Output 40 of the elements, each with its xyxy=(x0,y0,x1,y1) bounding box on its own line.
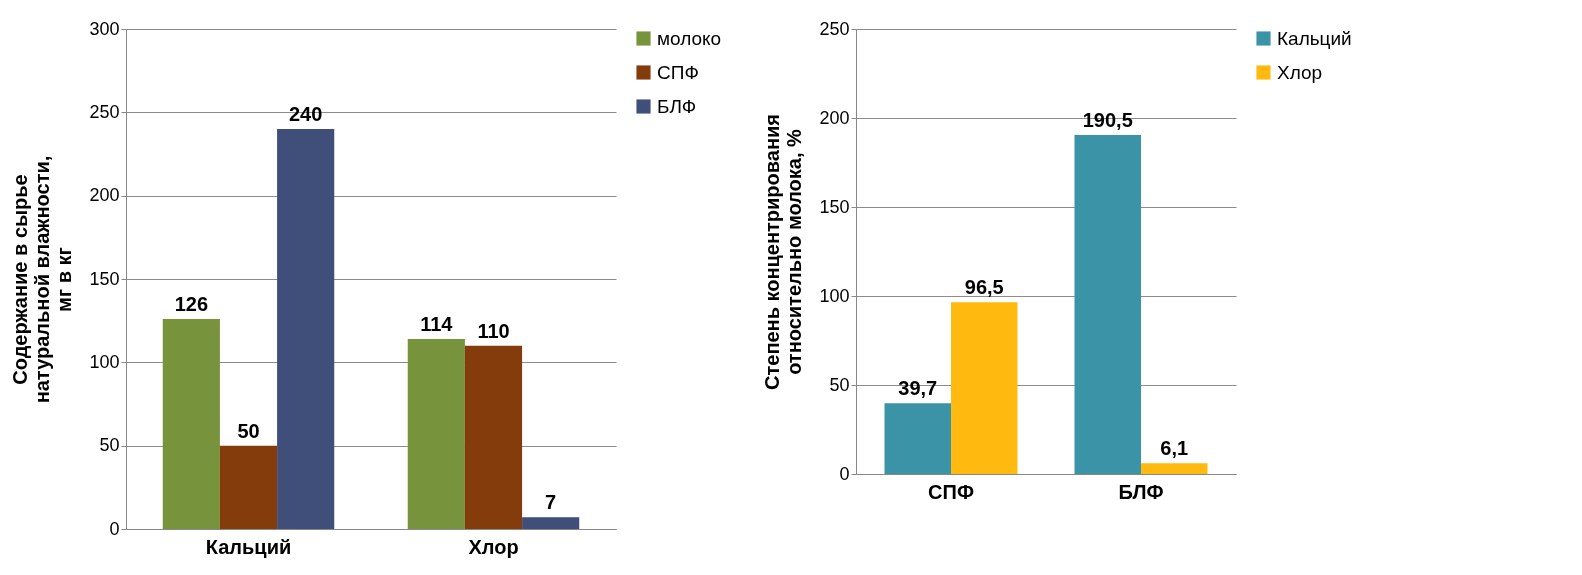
bar xyxy=(1074,134,1141,474)
data-label: 114 xyxy=(420,313,454,335)
legend-label: молоко xyxy=(657,27,722,49)
y-tick-label: 250 xyxy=(89,101,120,122)
y-tick-label: 100 xyxy=(819,285,850,306)
data-label: 240 xyxy=(288,103,323,125)
bar xyxy=(162,319,220,529)
y-tick-label: 250 xyxy=(819,18,850,39)
legend-label: БЛФ xyxy=(657,95,697,117)
bar xyxy=(407,339,465,529)
bar xyxy=(522,517,580,529)
y-tick-label: 200 xyxy=(819,107,850,128)
legend-label: Хлор xyxy=(1277,61,1323,83)
bar xyxy=(884,403,951,474)
data-label: 7 xyxy=(545,491,557,514)
data-label: 50 xyxy=(237,419,260,442)
y-tick-label: 200 xyxy=(89,185,120,206)
data-label: 126 xyxy=(174,293,209,315)
bar xyxy=(464,345,523,529)
y-tick-label: 150 xyxy=(819,196,850,217)
legend-label: Кальций xyxy=(1277,27,1352,49)
y-tick-label: 150 xyxy=(89,268,120,289)
bar xyxy=(219,445,278,529)
data-label: 39,7 xyxy=(898,377,938,400)
bar xyxy=(1141,463,1208,474)
data-label: 190,5 xyxy=(1082,108,1133,131)
bar xyxy=(277,129,335,529)
legend-label: СПФ xyxy=(657,61,699,83)
y-tick-label: 100 xyxy=(89,351,120,372)
y-tick-label: 0 xyxy=(839,463,850,484)
bar xyxy=(951,302,1018,474)
y-tick-label: 50 xyxy=(99,435,120,456)
y-tick-label: 50 xyxy=(829,374,850,395)
data-label: 110 xyxy=(477,319,510,342)
y-axis-title: Степень концентрирования относительно молока, % xyxy=(761,114,806,390)
y-tick-label: 0 xyxy=(109,518,120,539)
y-axis-title: Содержание в сырье натуральной влажности, мг в кг xyxy=(9,155,76,404)
data-label: 6,1 xyxy=(1160,437,1189,460)
y-tick-label: 300 xyxy=(89,18,120,39)
data-label: 96,5 xyxy=(964,276,1004,299)
